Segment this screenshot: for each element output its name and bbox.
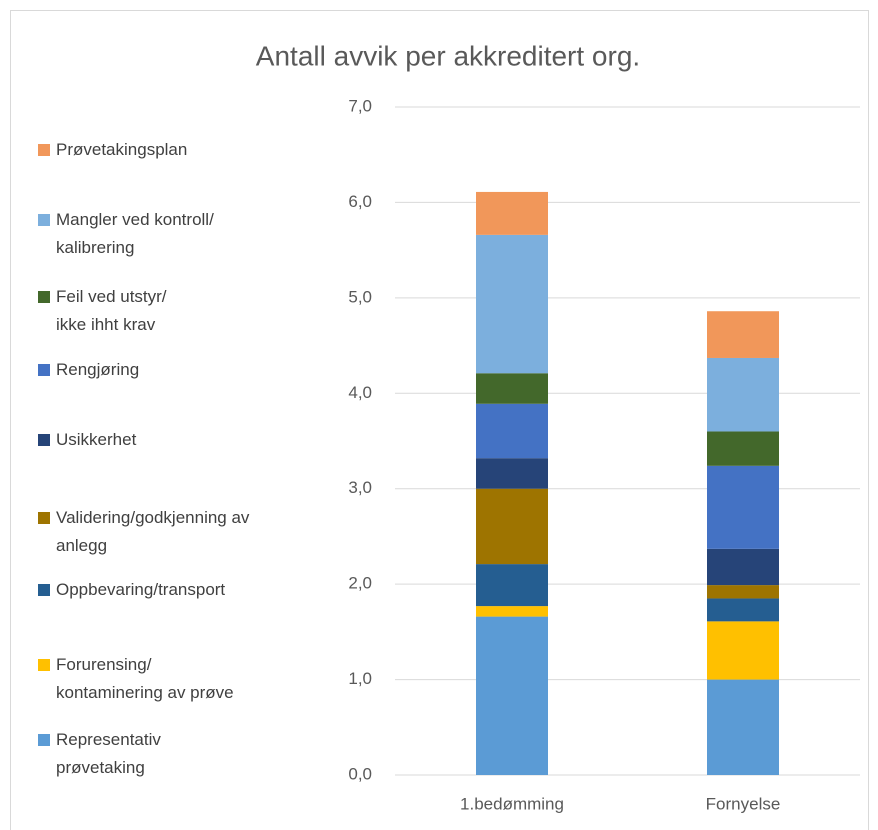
x-tick-label: 1.bedømming	[460, 794, 564, 813]
chart-border	[10, 10, 869, 830]
y-tick-label: 6,0	[348, 192, 372, 211]
bar-segment	[707, 585, 779, 599]
legend-entry: Rengjøring	[38, 356, 139, 384]
legend-entry: Forurensing/ kontaminering av prøve	[38, 651, 234, 707]
chart-title: Antall avvik per akkreditert org.	[256, 40, 640, 71]
bar-segment	[476, 373, 548, 404]
legend-swatch	[38, 291, 50, 303]
y-tick-label: 1,0	[348, 669, 372, 688]
legend-swatch	[38, 734, 50, 746]
legend-swatch	[38, 584, 50, 596]
bar-segment	[707, 548, 779, 586]
x-tick-label: Fornyelse	[706, 794, 781, 813]
legend-entry: Validering/godkjenning av anlegg	[38, 504, 249, 560]
legend-label: Usikkerhet	[56, 430, 137, 449]
bar-segment	[476, 564, 548, 607]
bar-segment	[476, 234, 548, 374]
legend-label: Prøvetakingsplan	[56, 140, 188, 159]
legend-entry: Representativ prøvetaking	[38, 726, 161, 782]
legend-swatch	[38, 214, 50, 226]
legend-label: Representativ prøvetaking	[56, 730, 161, 777]
y-tick-label: 5,0	[348, 287, 372, 306]
bar-segment	[707, 621, 779, 680]
bar-segment	[707, 357, 779, 432]
legend-label: Validering/godkjenning av anlegg	[56, 508, 250, 555]
bar-segment	[476, 488, 548, 565]
y-tick-label: 0,0	[348, 764, 372, 783]
legend-swatch	[38, 659, 50, 671]
legend-entry: Prøvetakingsplan	[38, 136, 187, 164]
y-tick-label: 2,0	[348, 574, 372, 593]
y-tick-label: 3,0	[348, 478, 372, 497]
bar-segment	[476, 403, 548, 459]
y-tick-label: 4,0	[348, 383, 372, 402]
bar-segment	[476, 191, 548, 235]
legend-label: Mangler ved kontroll/ kalibrering	[56, 210, 214, 257]
legend-entry: Usikkerhet	[38, 426, 136, 454]
legend-entry: Oppbevaring/transport	[38, 576, 225, 604]
bar-segment	[476, 616, 548, 775]
legend-label: Oppbevaring/transport	[56, 580, 226, 599]
bar-segment	[707, 465, 779, 549]
legend-swatch	[38, 434, 50, 446]
bar-segment	[476, 458, 548, 489]
legend-label: Rengjøring	[56, 360, 140, 379]
legend-entry: Feil ved utstyr/ ikke ihht krav	[38, 283, 167, 339]
bar-segment	[707, 431, 779, 466]
bar-segment	[707, 311, 779, 358]
legend-label: Forurensing/ kontaminering av prøve	[56, 655, 234, 702]
y-tick-label: 7,0	[348, 96, 372, 115]
legend-swatch	[38, 512, 50, 524]
legend-label: Feil ved utstyr/ ikke ihht krav	[56, 287, 167, 334]
legend-swatch	[38, 144, 50, 156]
legend-swatch	[38, 364, 50, 376]
bar-segment	[707, 598, 779, 622]
bar-segment	[707, 679, 779, 775]
bar-segment	[476, 606, 548, 617]
legend-entry: Mangler ved kontroll/ kalibrering	[38, 206, 214, 262]
